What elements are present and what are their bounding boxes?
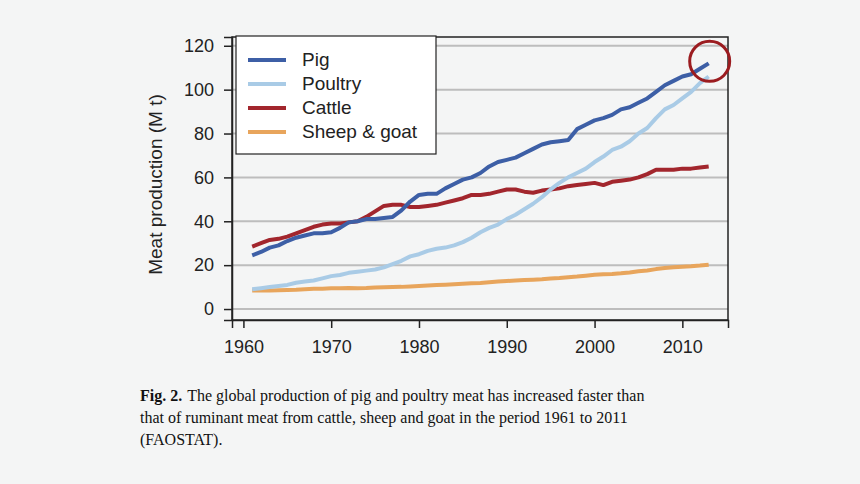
axis-line: [233, 321, 729, 329]
caption: Fig. 2. The global production of pig and …: [140, 387, 644, 449]
tick-label: 1970: [312, 337, 352, 357]
tick-label: 2000: [575, 337, 615, 357]
tick-mark: [224, 221, 232, 223]
legend-label: Cattle: [302, 97, 352, 118]
tick-label: 100: [184, 80, 214, 100]
tick: 1980: [399, 320, 439, 357]
legend-swatch: [248, 58, 286, 62]
legend-label: Sheep & goat: [302, 121, 418, 142]
y-axis: 0 20 40 60 80 100 120: [184, 36, 233, 320]
tick-mark: [224, 133, 232, 135]
caption-label: Fig. 2.: [140, 387, 182, 405]
tick: 80: [194, 124, 232, 144]
tick: 2010: [663, 320, 703, 357]
tick-mark: [331, 320, 333, 328]
grid-line: [232, 264, 728, 266]
tick: 120: [184, 36, 232, 56]
tick-mark: [224, 265, 232, 267]
tick-label: 0: [204, 299, 214, 319]
tick-mark: [682, 320, 684, 328]
y-axis-title: Meat production (M t): [145, 94, 166, 275]
tick-label: 80: [194, 124, 214, 144]
tick-label: 120: [184, 36, 214, 56]
grid-line: [232, 308, 728, 310]
legend-label: Pig: [302, 49, 329, 70]
legend-swatch: [248, 130, 286, 134]
tick: 20: [194, 255, 232, 275]
tick: 1970: [312, 320, 352, 357]
tick-label: 1990: [487, 337, 527, 357]
tick-mark: [224, 89, 232, 91]
tick-label: 2010: [663, 337, 703, 357]
tick-label: 40: [194, 212, 214, 232]
grid-line: [232, 176, 728, 178]
tick-label: 20: [194, 255, 214, 275]
plot-frame: [232, 37, 728, 320]
tick-mark: [224, 177, 232, 179]
series-line: [252, 63, 708, 255]
tick-mark: [224, 46, 232, 48]
tick-label: 1960: [224, 337, 264, 357]
legend-swatch: [248, 106, 286, 110]
highlight-circle: [690, 41, 730, 81]
tick-label: 1980: [399, 337, 439, 357]
caption-line: that of ruminant meat from cattle, sheep…: [140, 409, 628, 427]
axis-line: [224, 38, 233, 321]
tick-mark: [594, 320, 596, 328]
series-lines: [252, 63, 708, 290]
grid-line: [232, 220, 728, 222]
legend-label: Poultry: [302, 73, 362, 94]
tick: 40: [194, 212, 232, 232]
legend: Pig Poultry Cattle Sheep & goat: [236, 36, 436, 154]
tick-mark: [419, 320, 421, 328]
tick-mark: [224, 309, 232, 311]
tick: 0: [204, 299, 232, 319]
tick: 100: [184, 80, 232, 100]
tick-mark: [243, 320, 245, 328]
chart: 0 20 40 60 80 100 120 1960 1970 1980 1990 2000 2010 M…: [0, 0, 860, 484]
legend-box: [236, 36, 436, 154]
tick: 60: [194, 168, 232, 188]
caption-line: (FAOSTAT).: [140, 431, 222, 449]
tick: 1990: [487, 320, 527, 357]
caption-line: Fig. 2. The global production of pig and …: [140, 387, 644, 405]
tick-label: 60: [194, 168, 214, 188]
x-axis: 1960 1970 1980 1990 2000 2010: [224, 320, 729, 357]
tick-mark: [507, 320, 509, 328]
tick: 1960: [224, 320, 264, 357]
caption-text: The global production of pig and poultry…: [187, 387, 644, 405]
series-line: [252, 76, 708, 289]
grid: [232, 46, 728, 309]
tick: 2000: [575, 320, 615, 357]
legend-swatch: [248, 82, 286, 86]
